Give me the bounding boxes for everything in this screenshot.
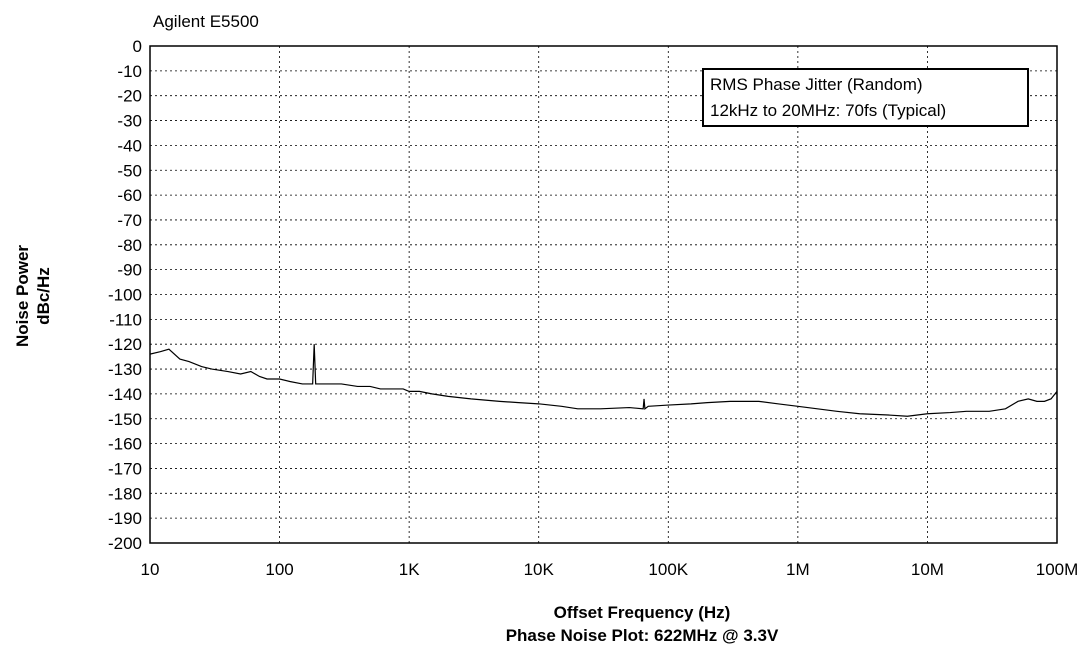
y-tick-label: -20 [117,87,142,106]
y-tick-label: 0 [133,37,142,56]
y-tick-label: -100 [108,286,142,305]
x-tick-label: 1M [786,560,810,579]
y-tick-label: -80 [117,236,142,255]
x-tick-label: 10M [911,560,944,579]
x-tick-label: 100M [1036,560,1079,579]
y-tick-label: -170 [108,459,142,478]
y-axis-label-2: dBc/Hz [34,267,53,325]
y-tick-label: -160 [108,435,142,454]
annotation-line-2: 12kHz to 20MHz: 70fs (Typical) [710,101,946,120]
y-tick-label: -90 [117,261,142,280]
y-tick-label: -30 [117,112,142,131]
y-tick-label: -110 [109,310,142,329]
y-tick-label: -150 [108,410,142,429]
y-tick-label: -130 [108,360,142,379]
y-tick-label: -50 [117,161,142,180]
annotation-box: RMS Phase Jitter (Random) 12kHz to 20MHz… [702,68,1029,127]
chart-caption: Phase Noise Plot: 622MHz @ 3.3V [506,626,779,645]
x-axis-label: Offset Frequency (Hz) [554,603,731,622]
y-tick-label: -70 [117,211,142,230]
x-tick-label: 100K [648,560,688,579]
y-tick-label: -140 [108,385,142,404]
grid-lines [150,46,1057,543]
y-tick-label: -60 [117,186,142,205]
x-tick-labels: 10 100 1K 10K 100K 1M 10M 100M [141,560,1079,579]
plot-frame [149,45,1058,544]
noise-series-line [149,344,1058,417]
y-tick-labels: 0 -10 -20 -30 -40 -50 -60 -70 -80 -90 -100 -110 -120… [108,37,142,553]
x-tick-label: 10 [141,560,160,579]
x-tick-label: 100 [265,560,293,579]
x-tick-label: 1K [399,560,420,579]
y-tick-label: -120 [108,335,142,354]
y-tick-label: -190 [108,509,142,528]
y-axis-label-1: Noise Power [13,245,32,347]
y-tick-label: -180 [108,484,142,503]
chart-title: Agilent E5500 [153,12,259,31]
x-tick-label: 10K [524,560,555,579]
annotation-line-1: RMS Phase Jitter (Random) [710,75,923,94]
y-tick-label: -200 [108,534,142,553]
y-tick-label: -40 [117,136,142,155]
y-tick-label: -10 [117,62,142,81]
